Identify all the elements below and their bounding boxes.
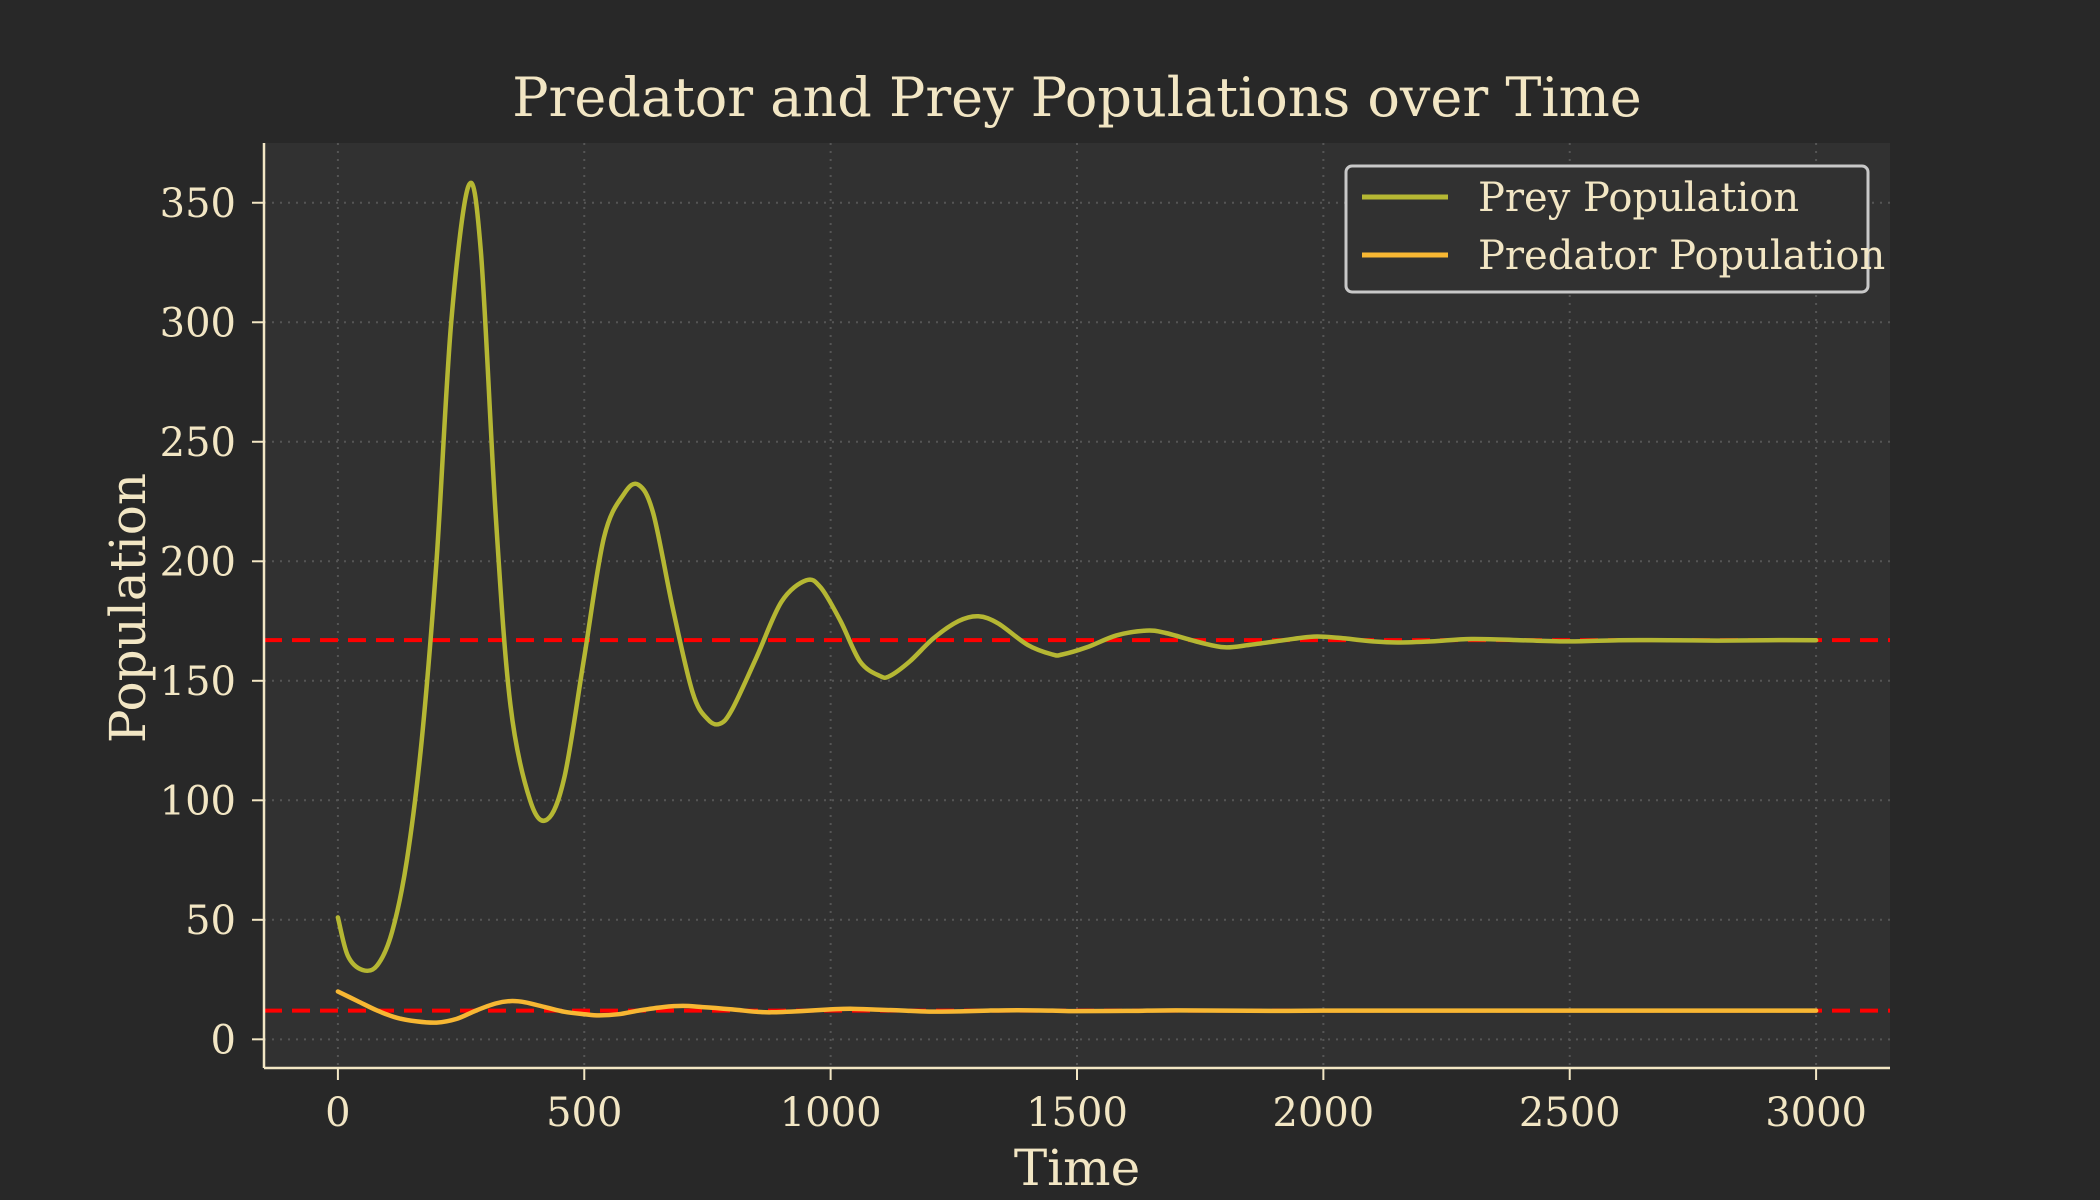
legend-box — [1344, 164, 1870, 294]
tick-labels: 0 500 1000 1500 2000 2500 3000 0 50 100 150 200 250 3… — [160, 181, 1867, 1136]
y-tick-label: 100 — [160, 778, 236, 824]
legend: Prey Population Predator Population — [1344, 164, 1885, 294]
prey-series-line — [335, 180, 1819, 974]
y-tick-label: 0 — [211, 1017, 236, 1063]
chart-title: Predator and Prey Populations over Time — [512, 66, 1642, 129]
axes — [252, 143, 1890, 1080]
predator-series-line — [335, 989, 1819, 1025]
plot-area — [264, 143, 1890, 1068]
x-tick-label: 0 — [325, 1090, 350, 1136]
y-tick-label: 350 — [160, 181, 236, 227]
y-axis-label: Population — [99, 473, 157, 743]
legend-label-prey: Prey Population — [1478, 175, 1799, 221]
series-lines — [335, 180, 1819, 1025]
x-tick-label: 2000 — [1272, 1090, 1374, 1136]
x-tick-label: 2500 — [1519, 1090, 1621, 1136]
y-tick-label: 150 — [160, 659, 236, 705]
x-tick-label: 1500 — [1026, 1090, 1128, 1136]
y-tick-label: 250 — [160, 420, 236, 466]
x-tick-label: 500 — [546, 1090, 622, 1136]
x-axis-label: Time — [1014, 1139, 1140, 1197]
y-tick-label: 200 — [160, 539, 236, 585]
legend-label-predator: Predator Population — [1478, 233, 1885, 279]
x-tick-label: 1000 — [780, 1090, 882, 1136]
x-tick-label: 3000 — [1765, 1090, 1867, 1136]
y-tick-label: 300 — [160, 300, 236, 346]
y-tick-label: 50 — [185, 898, 236, 944]
